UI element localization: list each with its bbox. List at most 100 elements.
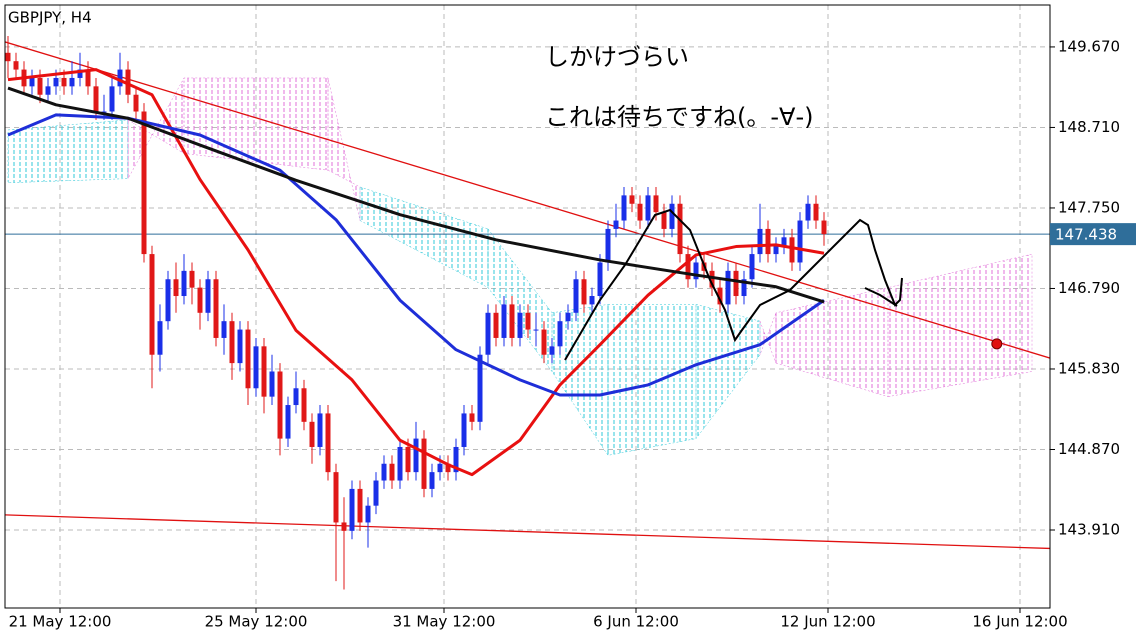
candle-body bbox=[493, 312, 499, 338]
candle-body bbox=[5, 52, 11, 62]
candle-body bbox=[685, 254, 691, 280]
x-tick-label: 31 May 12:00 bbox=[393, 613, 496, 631]
candle-body bbox=[197, 287, 203, 313]
x-tick-label: 6 Jun 12:00 bbox=[593, 613, 679, 631]
candle-body bbox=[557, 321, 563, 347]
moving-average bbox=[7, 113, 825, 397]
candle-body bbox=[101, 111, 107, 113]
y-tick-label: 146.790 bbox=[1058, 279, 1120, 297]
candle-body bbox=[13, 61, 19, 70]
candle-body bbox=[413, 438, 419, 473]
candle-body bbox=[325, 413, 331, 473]
candle-body bbox=[741, 279, 747, 297]
candle-body bbox=[277, 371, 283, 439]
candle-body bbox=[245, 329, 251, 389]
plot-area bbox=[5, 36, 1050, 590]
candle-body bbox=[797, 220, 803, 263]
candle-body bbox=[157, 321, 163, 355]
candle-body bbox=[205, 279, 211, 313]
candle-body bbox=[621, 195, 627, 221]
candle-body bbox=[805, 203, 811, 221]
candle-body bbox=[709, 270, 715, 288]
candle-body bbox=[341, 522, 347, 531]
hand-arrow bbox=[864, 287, 898, 307]
candle-body bbox=[141, 111, 147, 255]
candle-body bbox=[93, 86, 99, 112]
y-tick-label: 144.870 bbox=[1058, 440, 1120, 458]
candle-body bbox=[53, 77, 59, 87]
candle-body bbox=[717, 287, 723, 305]
y-tick-label: 148.710 bbox=[1058, 118, 1120, 136]
candle-body bbox=[61, 77, 67, 87]
candle-body bbox=[221, 321, 227, 338]
x-tick-label: 25 May 12:00 bbox=[205, 613, 308, 631]
candle-body bbox=[725, 270, 731, 305]
candle-body bbox=[109, 86, 115, 112]
candle-body bbox=[517, 312, 523, 338]
moving-average bbox=[7, 68, 825, 477]
x-tick-label: 12 Jun 12:00 bbox=[780, 613, 875, 631]
cloud-segment bbox=[887, 253, 1033, 397]
candle-body bbox=[589, 296, 595, 305]
candle-body bbox=[677, 203, 683, 255]
candle-body bbox=[421, 438, 427, 489]
candle-body bbox=[437, 463, 443, 473]
trendline bbox=[5, 514, 1050, 550]
candle-body bbox=[117, 69, 123, 87]
candle-body bbox=[373, 480, 379, 506]
moving-average bbox=[7, 86, 825, 304]
candle-body bbox=[509, 304, 515, 338]
candle-body bbox=[357, 488, 363, 523]
annotation: これは待ちですね(。-∀-) bbox=[545, 103, 813, 131]
candle-body bbox=[253, 346, 259, 389]
candle-body bbox=[429, 472, 435, 489]
candle-body bbox=[645, 195, 651, 221]
candle-body bbox=[125, 69, 131, 95]
candle-body bbox=[757, 228, 763, 255]
candle-body bbox=[749, 254, 755, 280]
candle-body bbox=[605, 228, 611, 263]
current-price-box bbox=[1050, 223, 1136, 246]
chart-title: GBPJPY, H4 bbox=[8, 9, 92, 27]
candle-body bbox=[405, 446, 411, 473]
candle-body bbox=[773, 245, 779, 255]
candle-body bbox=[765, 228, 771, 255]
candle-body bbox=[541, 329, 547, 355]
candle-body bbox=[453, 446, 459, 473]
candle-body bbox=[149, 254, 155, 355]
x-tick-label: 16 Jun 12:00 bbox=[972, 613, 1067, 631]
cloud-segment bbox=[551, 304, 609, 457]
candle-body bbox=[285, 405, 291, 439]
candle-body bbox=[669, 203, 675, 229]
candle-body bbox=[189, 270, 195, 288]
annotation: しかけづらい bbox=[545, 43, 689, 71]
hand-drawing bbox=[564, 208, 903, 361]
candle-body bbox=[693, 262, 699, 280]
plot-border bbox=[4, 4, 1051, 609]
candle-body bbox=[573, 279, 579, 313]
candle-body bbox=[165, 279, 171, 322]
candle-body bbox=[309, 421, 315, 447]
candle-body bbox=[229, 321, 235, 364]
candle-body bbox=[661, 212, 667, 229]
y-tick-label: 143.910 bbox=[1058, 521, 1120, 539]
candle-body bbox=[613, 220, 619, 229]
candle-body bbox=[85, 69, 91, 87]
candle-body bbox=[637, 203, 643, 221]
candle-body bbox=[477, 354, 483, 422]
candle-body bbox=[69, 77, 75, 87]
cloud-segment bbox=[7, 119, 129, 184]
candle-body bbox=[533, 329, 539, 331]
candle-body bbox=[261, 346, 267, 397]
candle-body bbox=[653, 195, 659, 213]
candle-body bbox=[813, 203, 819, 221]
candle-body bbox=[629, 195, 635, 204]
y-tick-label: 147.750 bbox=[1058, 198, 1120, 216]
hand-stroke bbox=[564, 208, 903, 361]
candle-body bbox=[181, 270, 187, 297]
current-price-label: 147.438 bbox=[1055, 226, 1117, 244]
y-tick-label: 149.670 bbox=[1058, 37, 1120, 55]
candle-body bbox=[45, 86, 51, 95]
candle-body bbox=[333, 472, 339, 523]
axes: 149.670 148.710 147.750 146.790 145.830 144.8… bbox=[9, 37, 1136, 631]
